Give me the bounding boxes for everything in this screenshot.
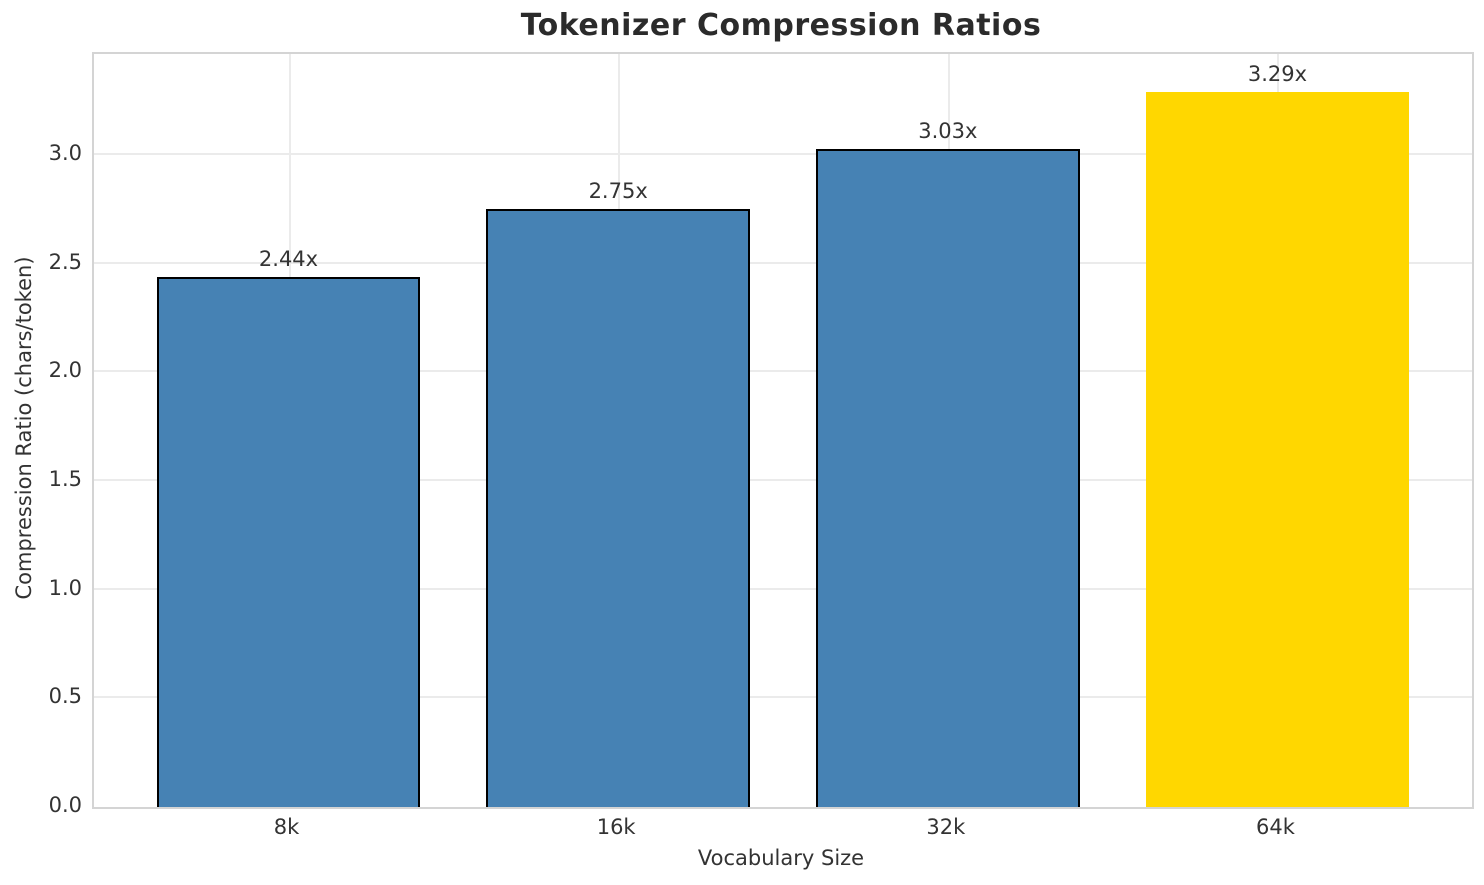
y-tick-label: 0.0 — [48, 793, 82, 817]
y-gridline — [94, 696, 1472, 699]
y-axis-label: Compression Ratio (chars/token) — [12, 256, 36, 600]
bar-8k — [156, 276, 421, 807]
x-tick-label-64k: 64k — [1256, 815, 1295, 839]
y-tick-label: 0.5 — [48, 684, 82, 709]
x-tick-label-8k: 8k — [273, 815, 300, 839]
y-gridline — [94, 261, 1472, 264]
y-tick-label: 1.5 — [48, 467, 82, 492]
x-axis-label: Vocabulary Size — [697, 846, 865, 870]
x-tick-label-16k: 16k — [596, 815, 636, 839]
y-gridline — [94, 587, 1472, 590]
y-tick-label: 2.0 — [48, 358, 82, 383]
y-gridline — [94, 153, 1472, 156]
y-gridline — [94, 479, 1472, 482]
bar-value-label: 3.03x — [918, 118, 978, 143]
bar-value-label: 2.44x — [258, 246, 319, 271]
chart-title: Tokenizer Compression Ratios — [520, 8, 1042, 43]
y-gridline — [94, 370, 1472, 373]
y-tick-label: 3.0 — [48, 141, 82, 166]
bar-16k — [486, 209, 751, 807]
bar-64k — [1145, 92, 1410, 807]
bar-32k — [815, 148, 1080, 807]
bar-value-label: 2.75x — [588, 179, 648, 204]
x-tick-label-32k: 32k — [926, 815, 966, 839]
y-tick-label: 2.5 — [48, 249, 82, 274]
y-tick-label: 1.0 — [48, 575, 82, 600]
plot-area: 2.44x 2.75x 3.03x 3.29x — [92, 52, 1474, 809]
bar-value-label: 3.29x — [1247, 62, 1308, 87]
